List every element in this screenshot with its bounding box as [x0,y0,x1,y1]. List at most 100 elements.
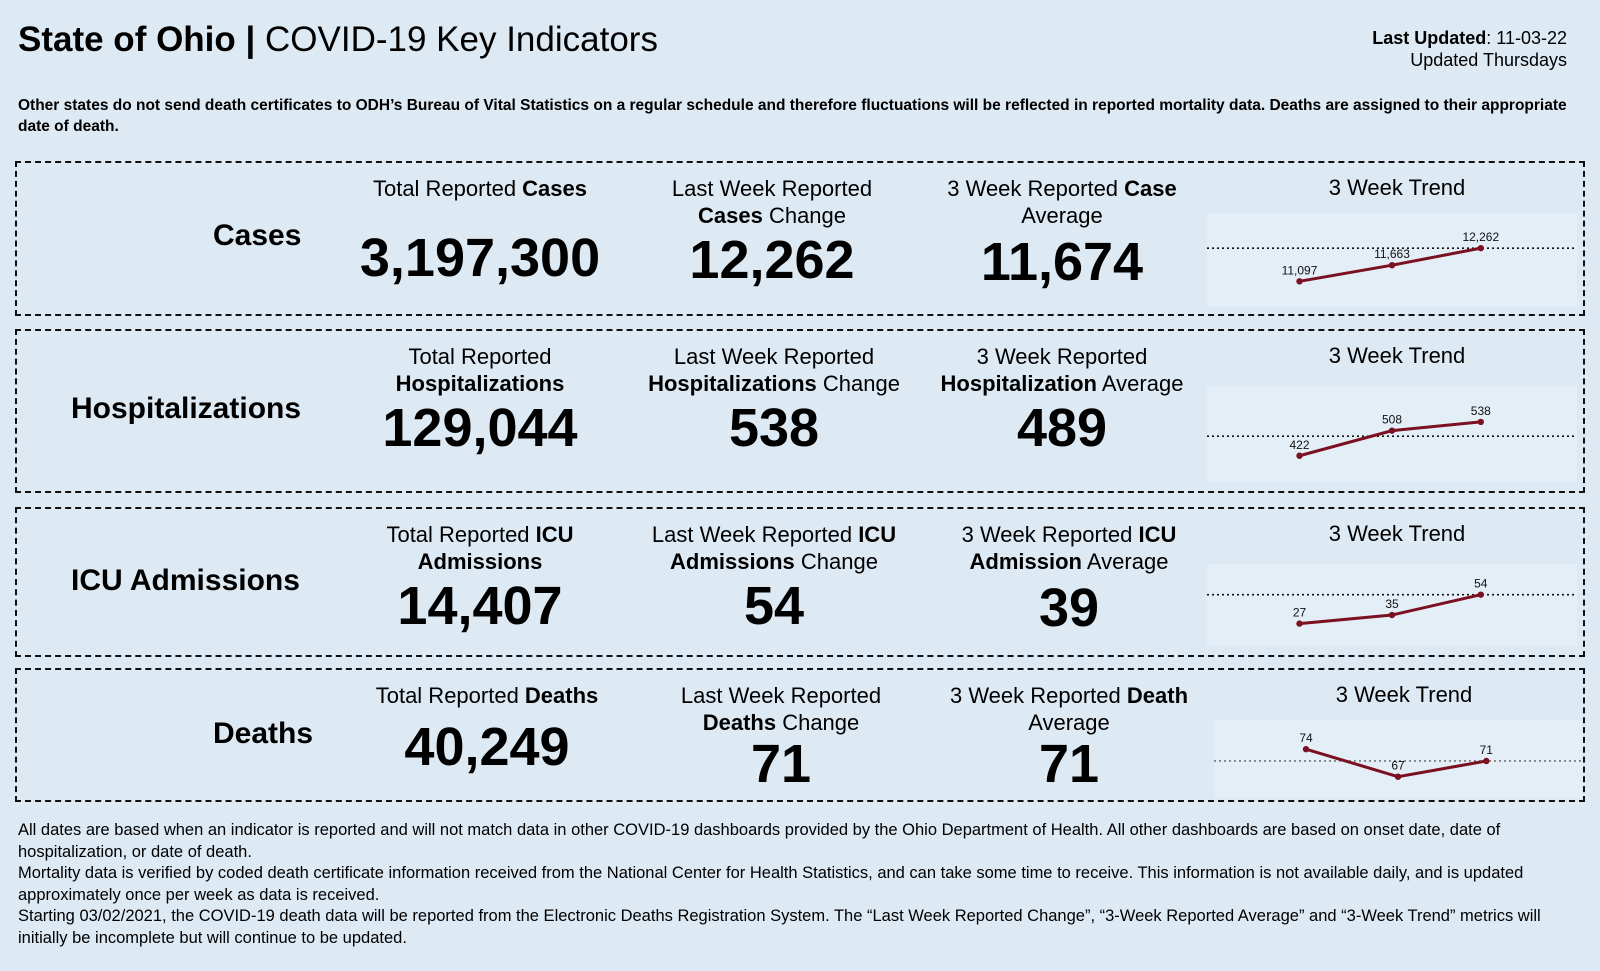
trend-point [1296,620,1303,627]
trend-point [1477,418,1484,426]
trend-data-label: 27 [1293,606,1307,620]
hdr-text: Average [1082,549,1169,574]
row-label-icu: ICU Admissions [71,564,300,597]
icu-total-value: 14,407 [397,576,563,636]
trend-point [1388,427,1396,434]
trend-data-label: 422 [1289,438,1309,452]
trend-data-label: 54 [1474,577,1488,591]
icu-change-value: 54 [743,576,805,636]
hdr-text: Total Reported [408,344,552,369]
row-label-deaths: Deaths [213,717,314,750]
hospitalizations-change-header: Last Week Reported Hospitalizations Chang… [629,343,919,397]
title-bold: State of Ohio | [18,20,256,59]
trend-svg: 422 508 538 [1207,404,1577,459]
cases-average-value: 11,674 [980,232,1144,292]
trend-point [1477,244,1484,252]
trend-point [1296,278,1303,285]
hdr-text: Change [816,371,900,396]
trend-data-label: 508 [1382,413,1402,427]
hospitalizations-average-header: 3 Week Reported Hospitalization Average [917,343,1207,397]
deaths-average: 3 Week Reported Death Average 71 [924,682,1214,794]
hospitalizations-change-value: 538 [728,398,820,458]
trend-point [1477,591,1484,598]
hdr-text: Last Week Reported [680,683,882,708]
icu-panel: ICU Admissions Total Reported ICU Admissi… [15,507,1585,657]
footer-notes: All dates are based when an indicator is… [18,820,1588,949]
hospitalizations-total-value: 129,044 [382,398,578,458]
trend-svg: 27 35 54 [1207,577,1577,627]
trend-data-label: 11,097 [1282,263,1318,277]
icu-change: Last Week Reported ICU Admissions Change … [629,521,919,636]
hdr-bold: ICU [535,522,574,547]
trend-point [1388,261,1396,269]
icu-average-value: 39 [1038,578,1100,638]
hdr-text: Change [776,710,860,735]
trend-data-label: 12,262 [1462,230,1499,244]
deaths-change: Last Week Reported Deaths Change 71 [636,682,926,794]
cases-change: Last Week Reported Cases Change 12,262 [627,175,917,290]
trend-point [1483,757,1490,765]
icu-average: 3 Week Reported ICU Admission Average 39 [924,521,1214,638]
cases-total-value: 3,197,300 [359,228,601,288]
deaths-total-value: 40,249 [404,717,570,777]
icu-total: Total Reported ICU Admissions 14,407 [335,521,625,636]
deaths-average-header: 3 Week Reported Death Average [924,682,1214,736]
deaths-average-value: 71 [1038,734,1100,794]
hospitalizations-change: Last Week Reported Hospitalizations Chang… [629,343,919,458]
hdr-bold: Admissions [670,549,795,574]
deaths-total-header: Total Reported Deaths [342,682,632,709]
deaths-change-header: Last Week Reported Deaths Change [636,682,926,736]
hdr-bold: Death [1126,683,1189,708]
hdr-bold: Hospitalizations [648,371,817,396]
hdr-text: Last Week Reported [651,522,859,547]
trend-point [1302,745,1310,753]
footer-note-1: All dates are based when an indicator is… [18,821,1501,861]
hdr-text: 3 Week Reported [949,683,1127,708]
trend-series-line [1299,420,1481,458]
trend-data-label: 71 [1480,743,1494,757]
hospitalizations-total-header: Total Reported Hospitalizations [335,343,625,397]
icu-total-header: Total Reported ICU Admissions [335,521,625,575]
hdr-text: Total Reported [372,176,523,201]
trend-data-label: 74 [1299,731,1313,745]
deaths-trend-title: 3 Week Trend [1335,682,1473,707]
update-schedule: Updated Thursdays [1410,50,1567,70]
hospitalizations-trend-chart: 422 508 538 [1207,386,1577,482]
deaths-trend-chart: 74 67 71 [1214,720,1582,798]
hospitalizations-total: Total Reported Hospitalizations 129,044 [335,343,625,458]
hdr-text: Last Week Reported [671,176,873,201]
hdr-bold: Cases [697,203,763,228]
trend-data-label: 35 [1385,597,1399,611]
footer-note-3: Starting 03/02/2021, the COVID-19 death … [18,907,1541,947]
cases-panel: Cases Total Reported Cases 3,197,300 Las… [15,161,1585,316]
trend-svg: 11,097 11,663 12,262 [1207,230,1577,285]
last-updated-label: Last Updated [1372,28,1487,48]
trend-svg: 74 67 71 [1214,731,1582,780]
hdr-text: Total Reported [386,522,536,547]
cases-total: Total Reported Cases 3,197,300 [335,175,625,288]
hdr-text: Average [1097,371,1184,396]
hdr-bold: Admissions [417,549,543,574]
row-label-hospitalizations: Hospitalizations [71,392,302,425]
hdr-text: 3 Week Reported [947,176,1125,201]
cases-trend-title: 3 Week Trend [1328,175,1466,200]
hdr-text: Change [794,549,878,574]
cases-average-header: 3 Week Reported Case Average [917,175,1207,229]
hdr-bold: Case [1124,176,1177,201]
hdr-text: Change [762,203,847,228]
trend-point [1394,773,1402,780]
hdr-bold: Hospitalization [940,371,1097,396]
hdr-text: Last Week Reported [673,344,875,369]
hdr-text: Total Reported [375,683,525,708]
hdr-text: Average [1028,710,1110,735]
deaths-panel: Deaths Total Reported Deaths 40,249 Last… [15,668,1585,802]
deaths-change-value: 71 [750,734,812,794]
title-rest: COVID-19 Key Indicators [255,20,658,59]
hdr-bold: Cases [522,176,588,201]
cases-total-header: Total Reported Cases [335,175,625,202]
hdr-bold: Deaths [524,683,599,708]
hdr-bold: ICU [858,522,897,547]
trend-data-label: 67 [1391,759,1405,773]
trend-point [1296,452,1303,459]
hospitalizations-average-value: 489 [1016,398,1108,458]
